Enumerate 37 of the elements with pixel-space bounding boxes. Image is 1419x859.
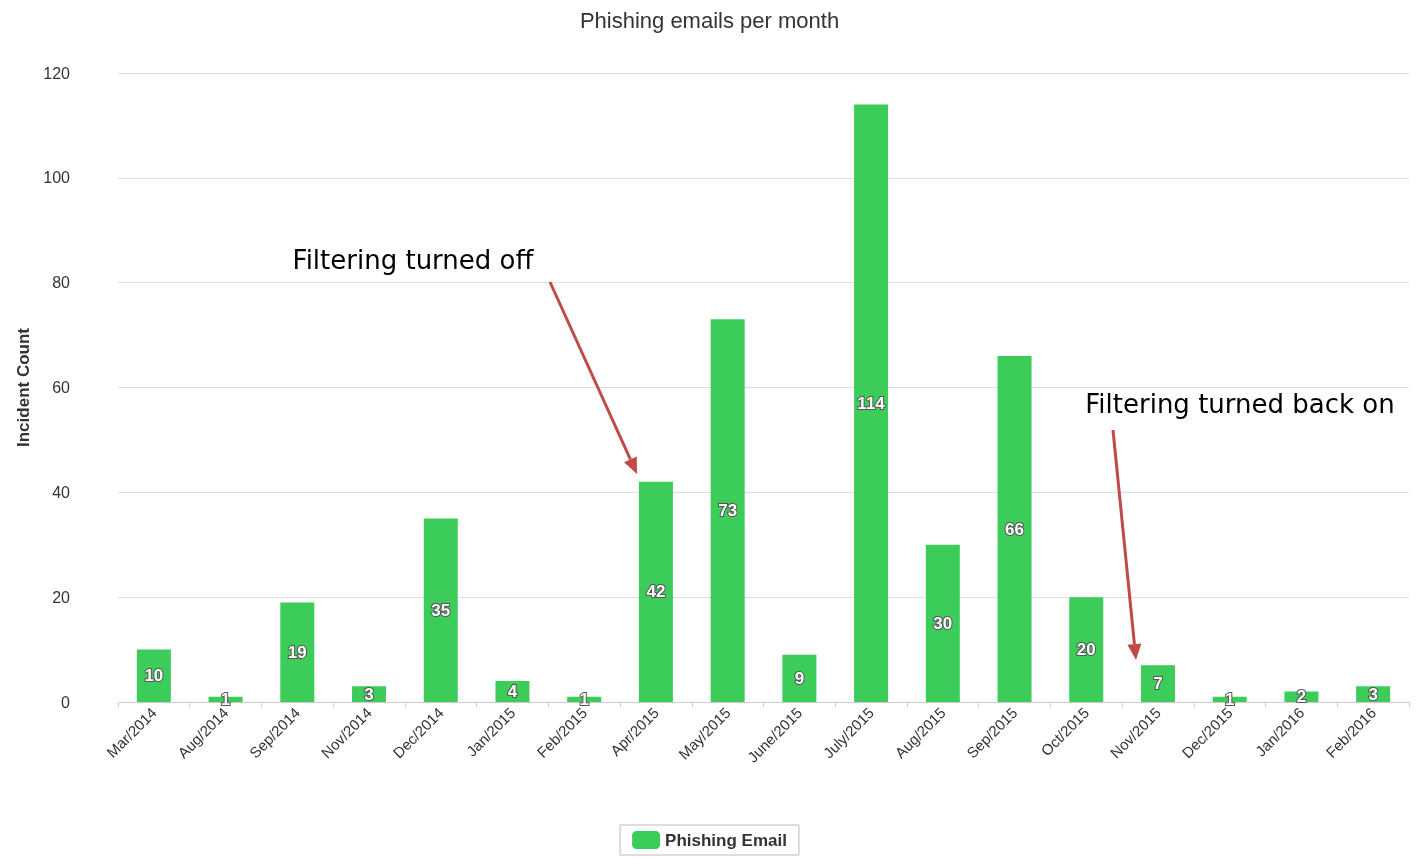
y-tick-label: 0 bbox=[61, 693, 71, 711]
y-tick-label: 40 bbox=[52, 483, 71, 501]
bar bbox=[925, 544, 960, 702]
bar bbox=[1069, 597, 1104, 702]
data-label: 3 bbox=[364, 684, 374, 704]
data-label: 4 bbox=[507, 682, 518, 702]
data-label: 30 bbox=[933, 613, 953, 633]
data-label: 3 bbox=[1368, 684, 1378, 704]
y-tick-label: 120 bbox=[43, 64, 71, 82]
legend-label: Phishing Email bbox=[665, 830, 787, 850]
y-tick-label: 20 bbox=[52, 588, 71, 606]
annotation: Filtering turned off bbox=[292, 245, 534, 275]
bar bbox=[782, 654, 817, 702]
bar bbox=[423, 518, 458, 702]
data-label: 2 bbox=[1296, 687, 1307, 707]
bar bbox=[997, 356, 1032, 702]
bar bbox=[280, 602, 315, 702]
bar bbox=[1140, 665, 1175, 702]
bar bbox=[638, 481, 673, 702]
data-label: 10 bbox=[144, 666, 164, 686]
data-label: 9 bbox=[794, 668, 805, 688]
data-label: 73 bbox=[718, 501, 738, 521]
annotation: Filtering turned back on bbox=[1085, 389, 1395, 419]
chart-title: Phishing emails per month bbox=[579, 7, 840, 33]
data-label: 20 bbox=[1076, 640, 1096, 660]
y-axis-title: Incident Count bbox=[14, 327, 34, 447]
data-label: 114 bbox=[857, 393, 886, 413]
data-label: 66 bbox=[1005, 519, 1024, 539]
data-label: 19 bbox=[287, 642, 307, 662]
y-tick-label: 60 bbox=[52, 379, 71, 396]
bar bbox=[710, 319, 745, 702]
bar bbox=[854, 104, 889, 702]
data-label: 7 bbox=[1153, 674, 1163, 694]
y-tick-label: 80 bbox=[52, 274, 71, 292]
data-label: 35 bbox=[431, 600, 451, 620]
data-label: 42 bbox=[646, 582, 666, 602]
y-tick-label: 100 bbox=[43, 169, 71, 187]
